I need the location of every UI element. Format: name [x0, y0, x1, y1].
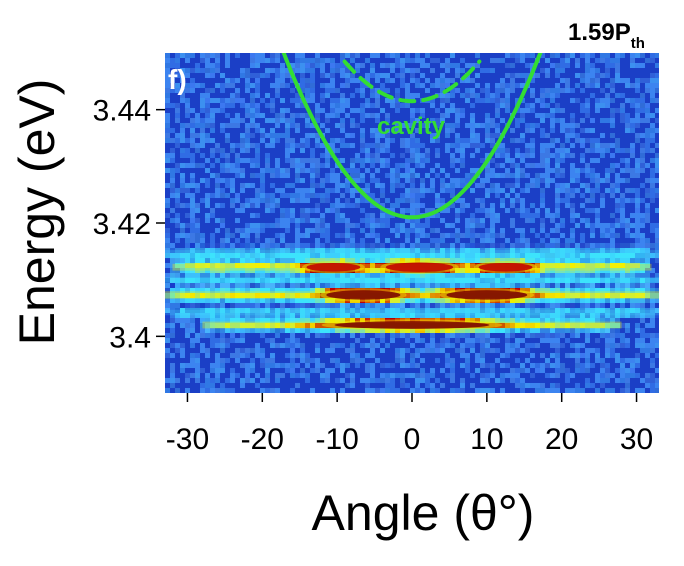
emission-lobe-5	[334, 321, 490, 329]
axis-ticks	[156, 108, 638, 402]
dispersion-curves	[281, 53, 543, 220]
heatmap-cells	[235, 263, 240, 268]
panel-label: f)	[168, 64, 187, 95]
y-tick-label: 3.42	[93, 208, 151, 241]
heatmap-cells	[165, 53, 659, 393]
curve-label-cavity: cavity	[377, 113, 446, 140]
y-axis-title: Energy (eV)	[9, 79, 65, 346]
emission-lobe-0	[306, 262, 361, 272]
emission-band-3	[165, 291, 659, 299]
emission-lobe-2	[478, 262, 533, 272]
emission-band-0	[165, 250, 659, 259]
heatmap-cells	[200, 258, 635, 333]
heatmap-cells	[325, 268, 510, 328]
heatmap-cells	[395, 303, 400, 308]
emission-band-4	[165, 309, 659, 316]
x-tick-label: -10	[315, 423, 358, 456]
curve-cavity	[342, 59, 482, 104]
y-tick-label: 3.4	[109, 321, 151, 354]
emission-band-2	[165, 276, 659, 283]
x-tick-label: 20	[545, 423, 578, 456]
x-tick-label: 0	[404, 423, 421, 456]
heatmap-cells	[180, 248, 650, 333]
plot-area	[165, 53, 659, 393]
heatmap-cells	[190, 258, 560, 333]
y-tick-labels: 3.4 3.42 3.44	[93, 95, 151, 355]
heatmap-cells	[260, 258, 630, 333]
curve-solid	[281, 53, 543, 220]
heatmap-cells	[265, 263, 270, 268]
power-label-main: 1.59P	[568, 19, 631, 46]
heatmap-cells	[315, 263, 525, 298]
heatmap-cells	[245, 258, 570, 333]
heatmap-cells	[185, 258, 595, 333]
emission-lobe-3	[326, 290, 401, 300]
heatmap-cells	[165, 53, 659, 393]
heatmap-cells	[465, 318, 470, 323]
emission-lobe-4	[446, 290, 528, 300]
x-tick-labels: -30 -20 -10 0 10 20 30	[166, 423, 653, 456]
x-tick-label: 10	[470, 423, 503, 456]
y-tick-label: 3.44	[93, 95, 151, 128]
emission-lobe-1	[385, 262, 454, 272]
heatmap-cells	[165, 273, 415, 313]
x-tick-label: -20	[241, 423, 284, 456]
power-label: 1.59Pth	[568, 19, 645, 52]
heatmap-cells	[170, 248, 640, 333]
x-tick-label: 30	[620, 423, 653, 456]
power-label-subscript: th	[631, 35, 645, 52]
emission-bands	[165, 250, 659, 331]
heatmap-cells	[225, 258, 635, 323]
heatmap-cells	[500, 318, 505, 323]
x-axis-title: Angle (θ°)	[312, 485, 535, 541]
heatmap-cells	[450, 303, 455, 308]
x-tick-label: -30	[166, 423, 209, 456]
